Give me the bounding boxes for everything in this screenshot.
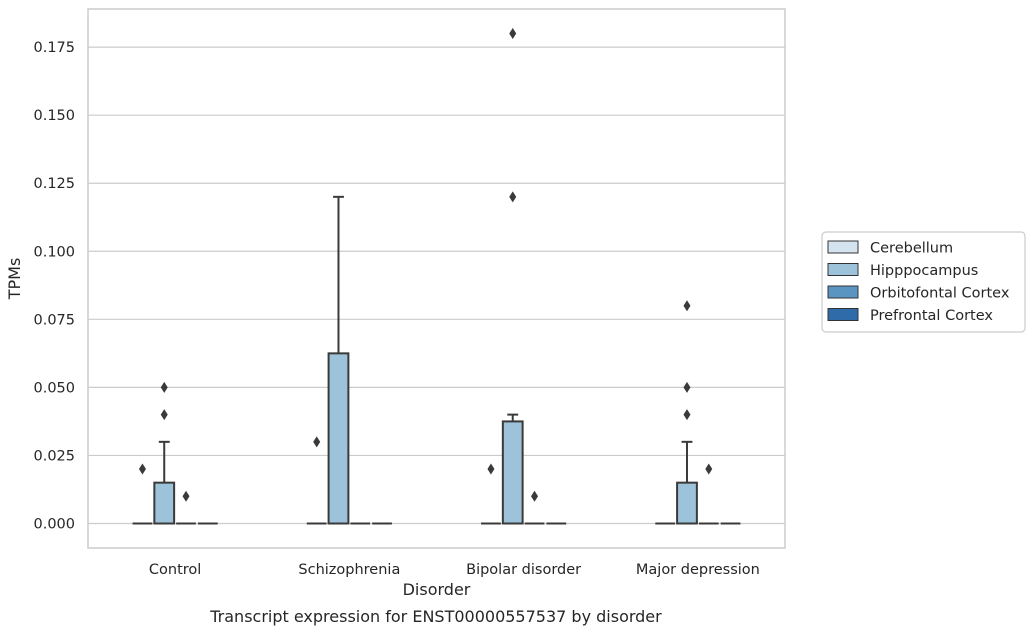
y-tick-labels: 0.000 0.025 0.050 0.075 0.100 0.125 0.150 0.175 [33, 40, 75, 532]
box-series [132, 28, 741, 525]
box [153, 381, 176, 525]
y-tick-label: 0.075 [33, 312, 75, 328]
grid-lines [88, 46, 785, 525]
y-tick-label: 0.175 [33, 40, 75, 56]
outlier-point [487, 463, 495, 475]
y-tick-label: 0.000 [33, 517, 75, 533]
box-body [153, 481, 176, 525]
box [481, 463, 501, 525]
box [306, 436, 327, 525]
outlier-point [182, 490, 190, 502]
box-body [676, 481, 698, 525]
legend-swatch [827, 263, 859, 276]
legend-swatch [827, 240, 859, 254]
legend-swatch [827, 308, 859, 321]
outlier-point [683, 381, 691, 393]
x-tick-label: Bipolar disorder [466, 562, 581, 578]
legend: Cerebellum Hipppocampus Orbitofontal Corte… [821, 231, 1026, 333]
box [501, 28, 524, 525]
x-tick-label: Major depression [636, 562, 760, 578]
chart-caption: Transcript expression for ENST0000055753… [209, 607, 662, 626]
legend-label: Orbitofontal Cortex [870, 286, 1010, 302]
plot-frame [87, 8, 786, 549]
outlier-point [138, 463, 146, 475]
legend-label: Cerebellum [870, 241, 953, 257]
y-tick-label: 0.100 [33, 244, 75, 260]
x-axis-label: Disorder [403, 580, 471, 599]
legend-frame [821, 231, 1026, 333]
box [327, 195, 350, 525]
outlier-point [683, 300, 691, 312]
legend-label: Prefrontal Cortex [870, 308, 993, 324]
y-tick-label: 0.150 [33, 108, 75, 124]
box-body [327, 352, 350, 525]
outlier-point [683, 409, 691, 421]
outlier-point [160, 409, 168, 421]
outlier-point [509, 28, 517, 39]
box [676, 300, 698, 525]
y-tick-label: 0.050 [33, 380, 75, 396]
box [132, 463, 153, 525]
x-tick-label: Control [149, 562, 201, 578]
x-tick-label: Schizophrenia [298, 562, 400, 578]
legend-label: Hipppocampus [870, 263, 978, 279]
y-tick-label: 0.025 [33, 448, 75, 464]
outlier-point [509, 191, 517, 203]
x-tick-labels: Control Schizophrenia Bipolar disorder Majo… [149, 562, 760, 578]
y-axis-label: TPMs [5, 258, 24, 301]
outlier-point [160, 381, 168, 393]
outlier-point [313, 436, 321, 448]
outlier-point [705, 463, 713, 475]
box [524, 490, 545, 525]
box [176, 490, 196, 525]
legend-swatch [827, 285, 859, 299]
box-body [501, 420, 524, 525]
box [698, 463, 719, 525]
y-tick-label: 0.125 [33, 176, 75, 192]
outlier-point [531, 490, 539, 502]
